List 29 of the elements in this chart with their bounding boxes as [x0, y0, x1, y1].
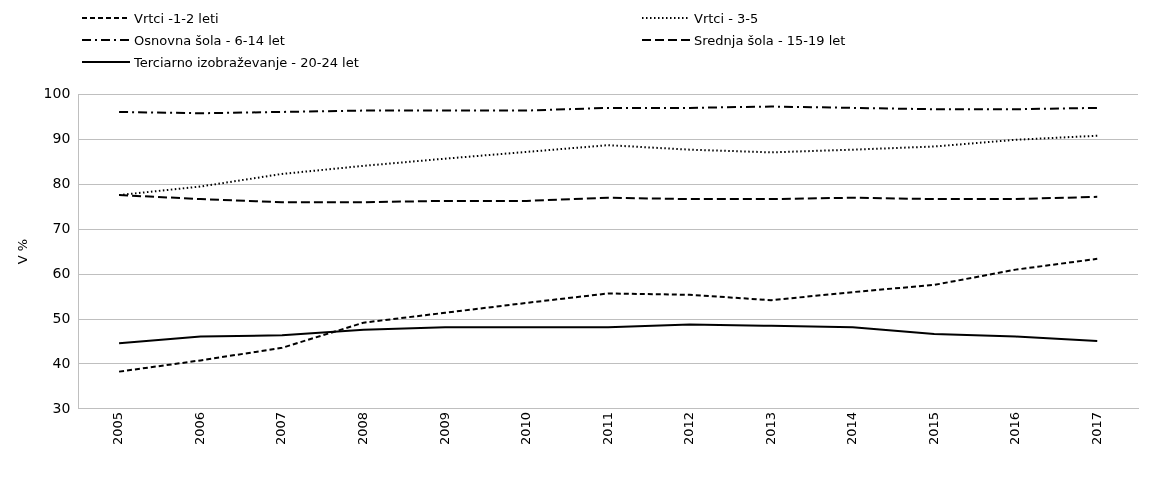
x-tick-label: 2007 — [273, 411, 289, 446]
x-tick-label: 2005 — [110, 411, 126, 446]
x-tick-label: 2014 — [844, 411, 860, 446]
y-tick-label: 50 — [52, 309, 71, 326]
y-axis-title: V % — [15, 238, 31, 265]
legend-label: Srednja šola - 15-19 let — [694, 32, 846, 48]
legend-label: Osnovna šola - 6-14 let — [134, 32, 285, 48]
y-tick-label: 70 — [52, 219, 71, 236]
y-tick-label: 30 — [52, 399, 71, 416]
y-tick-label: 90 — [52, 129, 71, 146]
y-tick-label: 40 — [52, 354, 71, 371]
x-tick-label: 2011 — [599, 411, 615, 446]
x-tick-label: 2017 — [1088, 411, 1104, 446]
x-tick-label: 2013 — [762, 411, 778, 446]
x-tick-label: 2008 — [354, 411, 370, 446]
legend-label: Vrtci -1-2 leti — [134, 10, 219, 26]
x-tick-label: 2009 — [436, 411, 452, 446]
x-tick-label: 2012 — [681, 411, 697, 446]
y-tick-label: 100 — [43, 85, 71, 102]
x-tick-label: 2006 — [191, 411, 207, 446]
line-series — [118, 105, 1099, 115]
y-tick-label: 80 — [52, 174, 71, 191]
legend-label: Vrtci - 3-5 — [694, 10, 759, 26]
legend-label: Terciarno izobraževanje - 20-24 let — [134, 54, 359, 70]
y-tick-label: 60 — [52, 264, 71, 281]
x-tick-label: 2015 — [925, 411, 941, 446]
line-series — [118, 257, 1099, 373]
x-tick-label: 2016 — [1007, 411, 1023, 446]
x-tick-label: 2010 — [518, 411, 534, 446]
